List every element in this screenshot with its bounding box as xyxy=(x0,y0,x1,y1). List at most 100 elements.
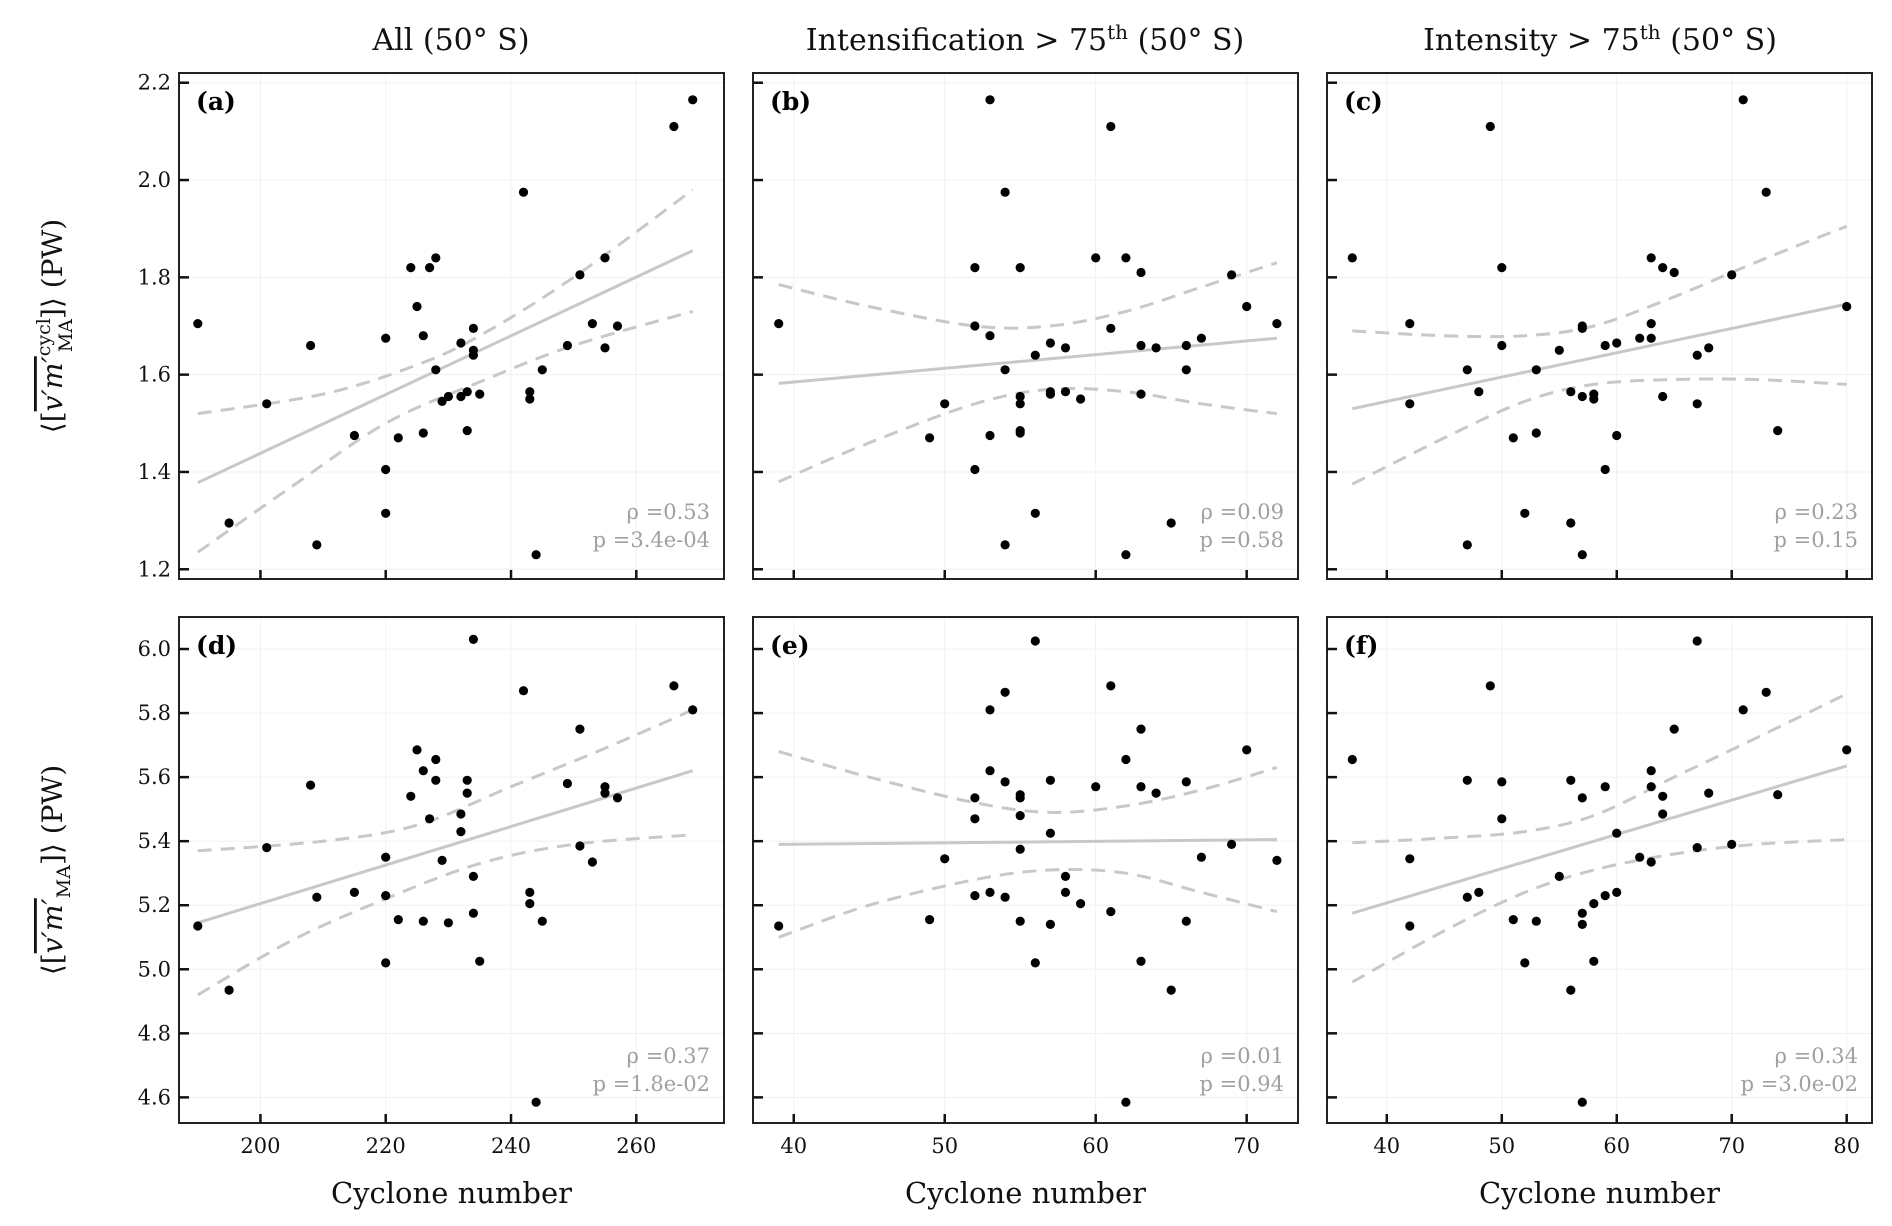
data-point xyxy=(1181,365,1191,375)
data-point xyxy=(1060,887,1071,898)
regression-line xyxy=(778,336,1278,385)
y-axis-label-text: ⟨[v′m′MA]⟩ (PW) xyxy=(36,765,75,975)
data-point xyxy=(1669,724,1679,734)
data-point xyxy=(1531,916,1541,926)
confidence-upper-line xyxy=(778,750,1278,814)
data-point xyxy=(1030,636,1040,646)
data-point xyxy=(1045,389,1055,399)
data-point xyxy=(1761,687,1771,697)
data-point xyxy=(431,365,441,375)
data-point xyxy=(406,263,416,273)
data-point xyxy=(1554,345,1564,355)
title-superscript: th xyxy=(1640,20,1661,44)
regression-line xyxy=(1351,764,1848,915)
data-point xyxy=(418,331,428,341)
data-point xyxy=(1692,350,1702,360)
title-suffix: (50° S) xyxy=(1661,23,1777,58)
axes-frame xyxy=(1326,616,1873,1124)
data-point xyxy=(381,958,391,968)
data-point xyxy=(612,793,623,803)
x-tick-label: 60 xyxy=(1603,1134,1630,1158)
data-point xyxy=(1015,916,1025,926)
title-main: All (50° S) xyxy=(371,23,529,58)
axes-frame xyxy=(178,616,725,1124)
data-point xyxy=(462,387,472,397)
data-point xyxy=(669,121,679,132)
axes-frame xyxy=(1326,72,1873,580)
data-point xyxy=(1151,343,1161,353)
data-point xyxy=(525,387,535,397)
data-point xyxy=(1106,121,1116,132)
data-point xyxy=(1462,892,1472,902)
x-tick-label: 70 xyxy=(1233,1134,1260,1158)
correlation-rho: ρ =0.09 xyxy=(1201,500,1284,524)
data-point xyxy=(456,809,466,819)
data-point xyxy=(587,319,598,329)
data-point xyxy=(1658,263,1668,273)
data-point xyxy=(418,766,428,776)
data-point xyxy=(1196,852,1206,862)
data-point xyxy=(1635,852,1645,862)
x-tick-label: 70 xyxy=(1718,1134,1745,1158)
data-point xyxy=(1612,430,1622,441)
data-point xyxy=(349,430,359,441)
data-point xyxy=(1692,399,1702,409)
data-point xyxy=(1227,270,1237,280)
confidence-upper-line xyxy=(197,708,694,853)
data-point xyxy=(1242,301,1252,312)
axes-frame xyxy=(752,616,1299,1124)
data-point xyxy=(925,915,935,925)
y-tick-label: 1.2 xyxy=(138,557,171,581)
data-point xyxy=(688,95,698,105)
data-point xyxy=(1076,394,1086,404)
data-point xyxy=(1405,319,1415,329)
panel-label: (d) xyxy=(196,631,237,660)
data-point xyxy=(468,350,478,360)
data-point xyxy=(1045,828,1055,838)
data-point xyxy=(1181,916,1191,926)
data-point xyxy=(412,745,422,755)
data-point xyxy=(518,686,529,696)
data-point xyxy=(940,854,950,864)
data-point xyxy=(1000,687,1010,697)
panel-a: 1.2 1.4 1.6 1.8 2.0 2.2 (a) ρ =0.53 p =3.4e-04 xyxy=(138,71,725,581)
data-point xyxy=(1566,775,1576,785)
regression-line xyxy=(1351,302,1848,411)
data-point xyxy=(468,908,478,918)
data-point xyxy=(1045,338,1055,348)
data-point xyxy=(468,871,478,882)
panel-c: (c) ρ =0.23 p =0.15 xyxy=(1326,72,1873,580)
data-point xyxy=(774,319,784,329)
data-point xyxy=(1727,839,1737,850)
x-tick-label: 50 xyxy=(1488,1134,1515,1158)
x-axis-label: Cyclone number xyxy=(905,1176,1146,1210)
data-point xyxy=(1600,340,1610,351)
ylabel-suffix: ]⟩ (PW) xyxy=(36,765,69,865)
confidence-lower-line xyxy=(1351,838,1847,984)
data-point xyxy=(600,788,610,798)
data-point xyxy=(1497,340,1507,351)
data-point xyxy=(575,841,585,851)
data-point xyxy=(1589,899,1599,909)
data-point xyxy=(1738,705,1748,715)
data-point xyxy=(1738,95,1748,105)
data-point xyxy=(425,814,435,824)
data-point xyxy=(1000,892,1010,902)
data-point xyxy=(349,887,359,898)
data-point xyxy=(1600,464,1610,475)
data-point xyxy=(1531,365,1541,375)
data-point xyxy=(1692,843,1702,853)
regression-line xyxy=(197,769,694,925)
data-point xyxy=(537,916,547,926)
data-point xyxy=(774,921,784,931)
data-point xyxy=(1015,399,1025,409)
data-point xyxy=(600,343,610,353)
data-point xyxy=(1508,915,1518,925)
data-point xyxy=(1106,907,1116,917)
confidence-upper-line xyxy=(778,261,1278,330)
x-axis-label: Cyclone number xyxy=(331,1176,572,1210)
data-point xyxy=(431,253,441,263)
data-point xyxy=(612,321,623,331)
data-point xyxy=(1773,426,1783,436)
y-axis-label-top-row: ⟨[v′m′cyclMA]⟩ (PW) xyxy=(33,219,77,433)
